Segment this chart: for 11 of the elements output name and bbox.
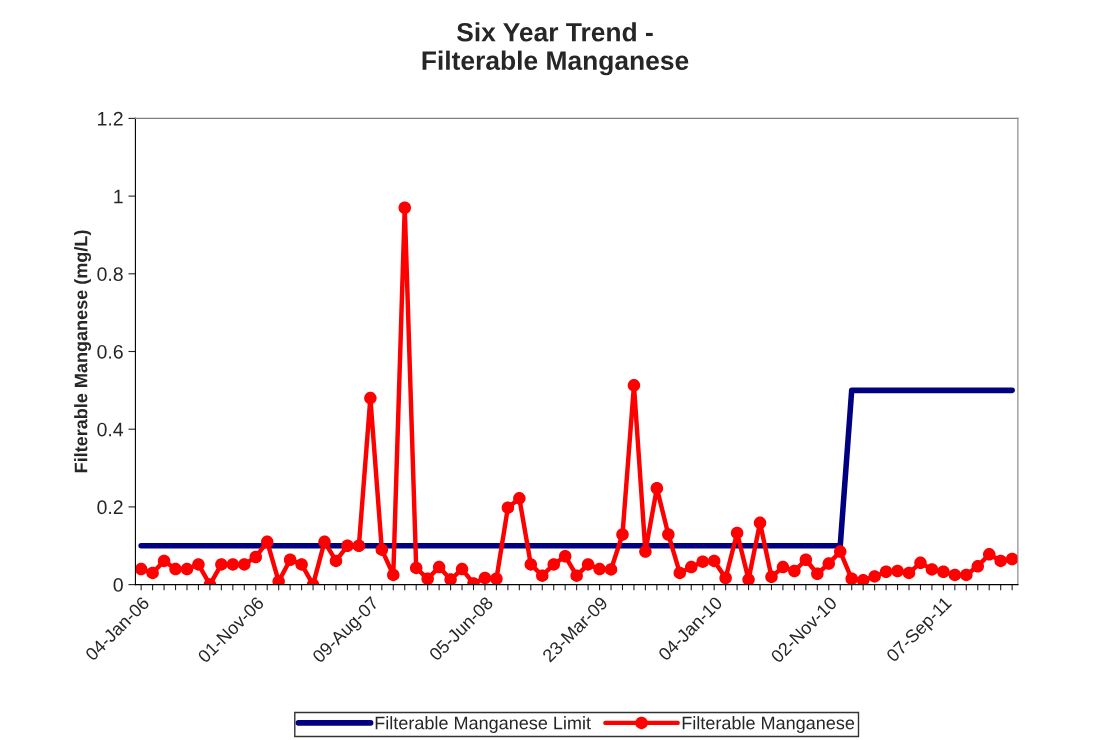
y-tick-label: 0.8 bbox=[97, 267, 123, 282]
y-tick-label: 0.4 bbox=[97, 422, 124, 437]
legend-label: Filterable Manganese Limit bbox=[375, 716, 591, 733]
y-tick-label: 1 bbox=[114, 189, 123, 204]
y-tick-label: 0.2 bbox=[97, 500, 123, 515]
legend-label: Filterable Manganese bbox=[682, 716, 855, 733]
y-axis-title: Filterable Manganese (mg/L) bbox=[74, 230, 92, 473]
y-tick-label: 0 bbox=[113, 578, 123, 592]
y-tick-label: 0.6 bbox=[97, 344, 123, 359]
chart-title: Six Year Trend - Filterable Manganese bbox=[422, 22, 689, 76]
y-tick-label: 1.2 bbox=[98, 111, 123, 126]
